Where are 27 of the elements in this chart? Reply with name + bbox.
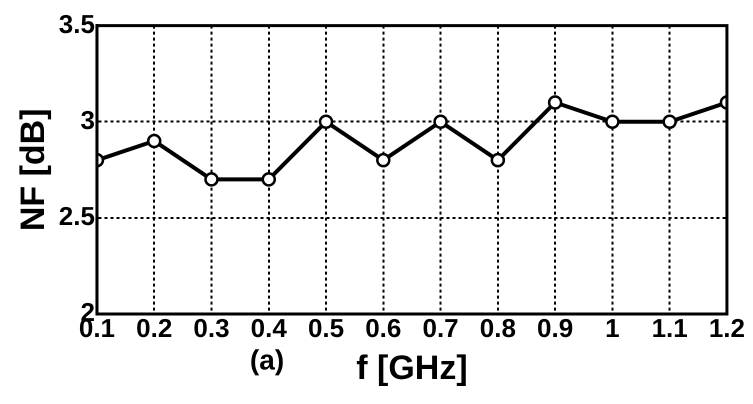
x-tick-label: 0.3 bbox=[193, 312, 230, 343]
point bbox=[605, 114, 620, 129]
x-tick-label: 0.6 bbox=[365, 312, 402, 343]
text: (a) bbox=[250, 344, 284, 376]
x-tick-label: 1.2 bbox=[708, 312, 746, 343]
x-tick-label: 0.2 bbox=[136, 312, 172, 343]
y-tick-label: 2.5 bbox=[58, 201, 95, 232]
y-axis-title: NF [dB] bbox=[14, 108, 52, 232]
x-tick-label: 1.1 bbox=[652, 312, 688, 343]
point bbox=[204, 172, 219, 187]
x-tick-label: 0.9 bbox=[537, 312, 574, 343]
x-tick-label: 0.8 bbox=[480, 312, 516, 343]
x-tick-label: 1 bbox=[605, 312, 620, 343]
point bbox=[548, 95, 562, 110]
point bbox=[262, 172, 276, 187]
point bbox=[146, 134, 162, 148]
x-tick-label: 0.4 bbox=[250, 312, 288, 343]
point bbox=[433, 114, 448, 129]
point bbox=[318, 114, 334, 129]
y-tick-label: 3.5 bbox=[58, 8, 95, 39]
point bbox=[376, 152, 391, 168]
x-tick-label: 0.5 bbox=[308, 312, 344, 343]
point bbox=[490, 152, 506, 168]
x-tick-label: 0.7 bbox=[422, 312, 459, 343]
y-tick-label: 3 bbox=[80, 104, 95, 135]
point bbox=[662, 114, 677, 129]
x-axis-title: f [GHz] bbox=[356, 348, 468, 387]
